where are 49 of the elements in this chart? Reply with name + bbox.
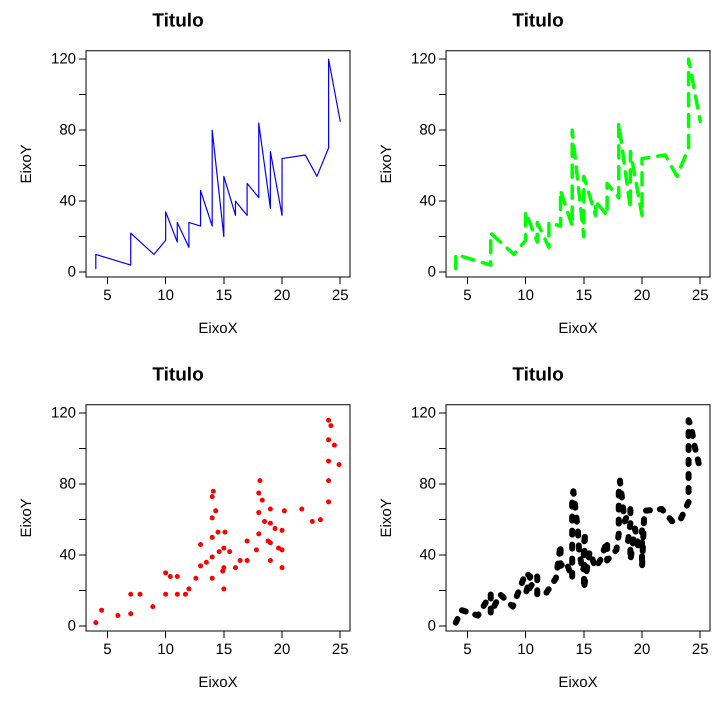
x-tick-label: 20: [634, 287, 650, 304]
chart-title: Titulo: [512, 10, 564, 32]
y-tick-label: 40: [419, 546, 436, 564]
y-axis-title: EixoY: [378, 144, 396, 184]
x-axis-title: EixoX: [558, 674, 598, 692]
y-axis-title: EixoY: [378, 498, 396, 538]
x-tick-label: 5: [103, 287, 112, 304]
y-axis-title: EixoY: [18, 498, 36, 538]
x-tick-label: 25: [692, 641, 709, 658]
x-tick-label: 20: [634, 641, 650, 658]
x-tick-label: 15: [215, 287, 232, 304]
x-tick-label: 10: [157, 641, 174, 658]
y-tick-label: 120: [50, 404, 76, 422]
x-tick-label: 25: [692, 287, 709, 304]
x-tick-label: 10: [157, 287, 174, 304]
y-tick-label: 80: [419, 121, 436, 138]
y-tick-label: 40: [419, 192, 436, 210]
x-tick-label: 15: [215, 641, 232, 658]
x-axis-title: EixoX: [198, 674, 238, 692]
x-tick-label: 20: [274, 287, 290, 304]
y-tick-label: 40: [59, 192, 76, 210]
y-tick-label: 120: [410, 50, 436, 68]
chart-title: Titulo: [152, 364, 204, 386]
x-tick-label: 20: [274, 641, 290, 658]
y-tick-label: 80: [419, 475, 436, 492]
x-tick-label: 10: [517, 641, 534, 658]
x-tick-label: 5: [463, 641, 472, 658]
x-tick-label: 10: [517, 287, 534, 304]
y-tick-label: 120: [410, 404, 436, 422]
y-tick-label: 0: [68, 263, 76, 280]
x-tick-label: 25: [332, 641, 349, 658]
line-series: [454, 57, 702, 270]
y-tick-label: 40: [59, 546, 76, 564]
x-tick-label: 5: [463, 287, 472, 304]
x-axis-title: EixoX: [198, 320, 238, 338]
y-tick-label: 80: [59, 475, 76, 492]
y-tick-label: 120: [50, 50, 76, 68]
x-tick-label: 25: [332, 287, 349, 304]
y-tick-label: 80: [59, 121, 76, 138]
x-axis-title: EixoX: [558, 320, 598, 338]
y-tick-label: 0: [428, 263, 436, 280]
chart-title: Titulo: [512, 364, 564, 386]
y-tick-label: 0: [428, 617, 436, 634]
y-tick-label: 0: [68, 617, 76, 634]
y-axis-title: EixoY: [18, 144, 36, 184]
chart-title: Titulo: [152, 10, 204, 32]
x-tick-label: 15: [575, 641, 592, 658]
x-tick-label: 5: [103, 641, 112, 658]
x-tick-label: 15: [575, 287, 592, 304]
